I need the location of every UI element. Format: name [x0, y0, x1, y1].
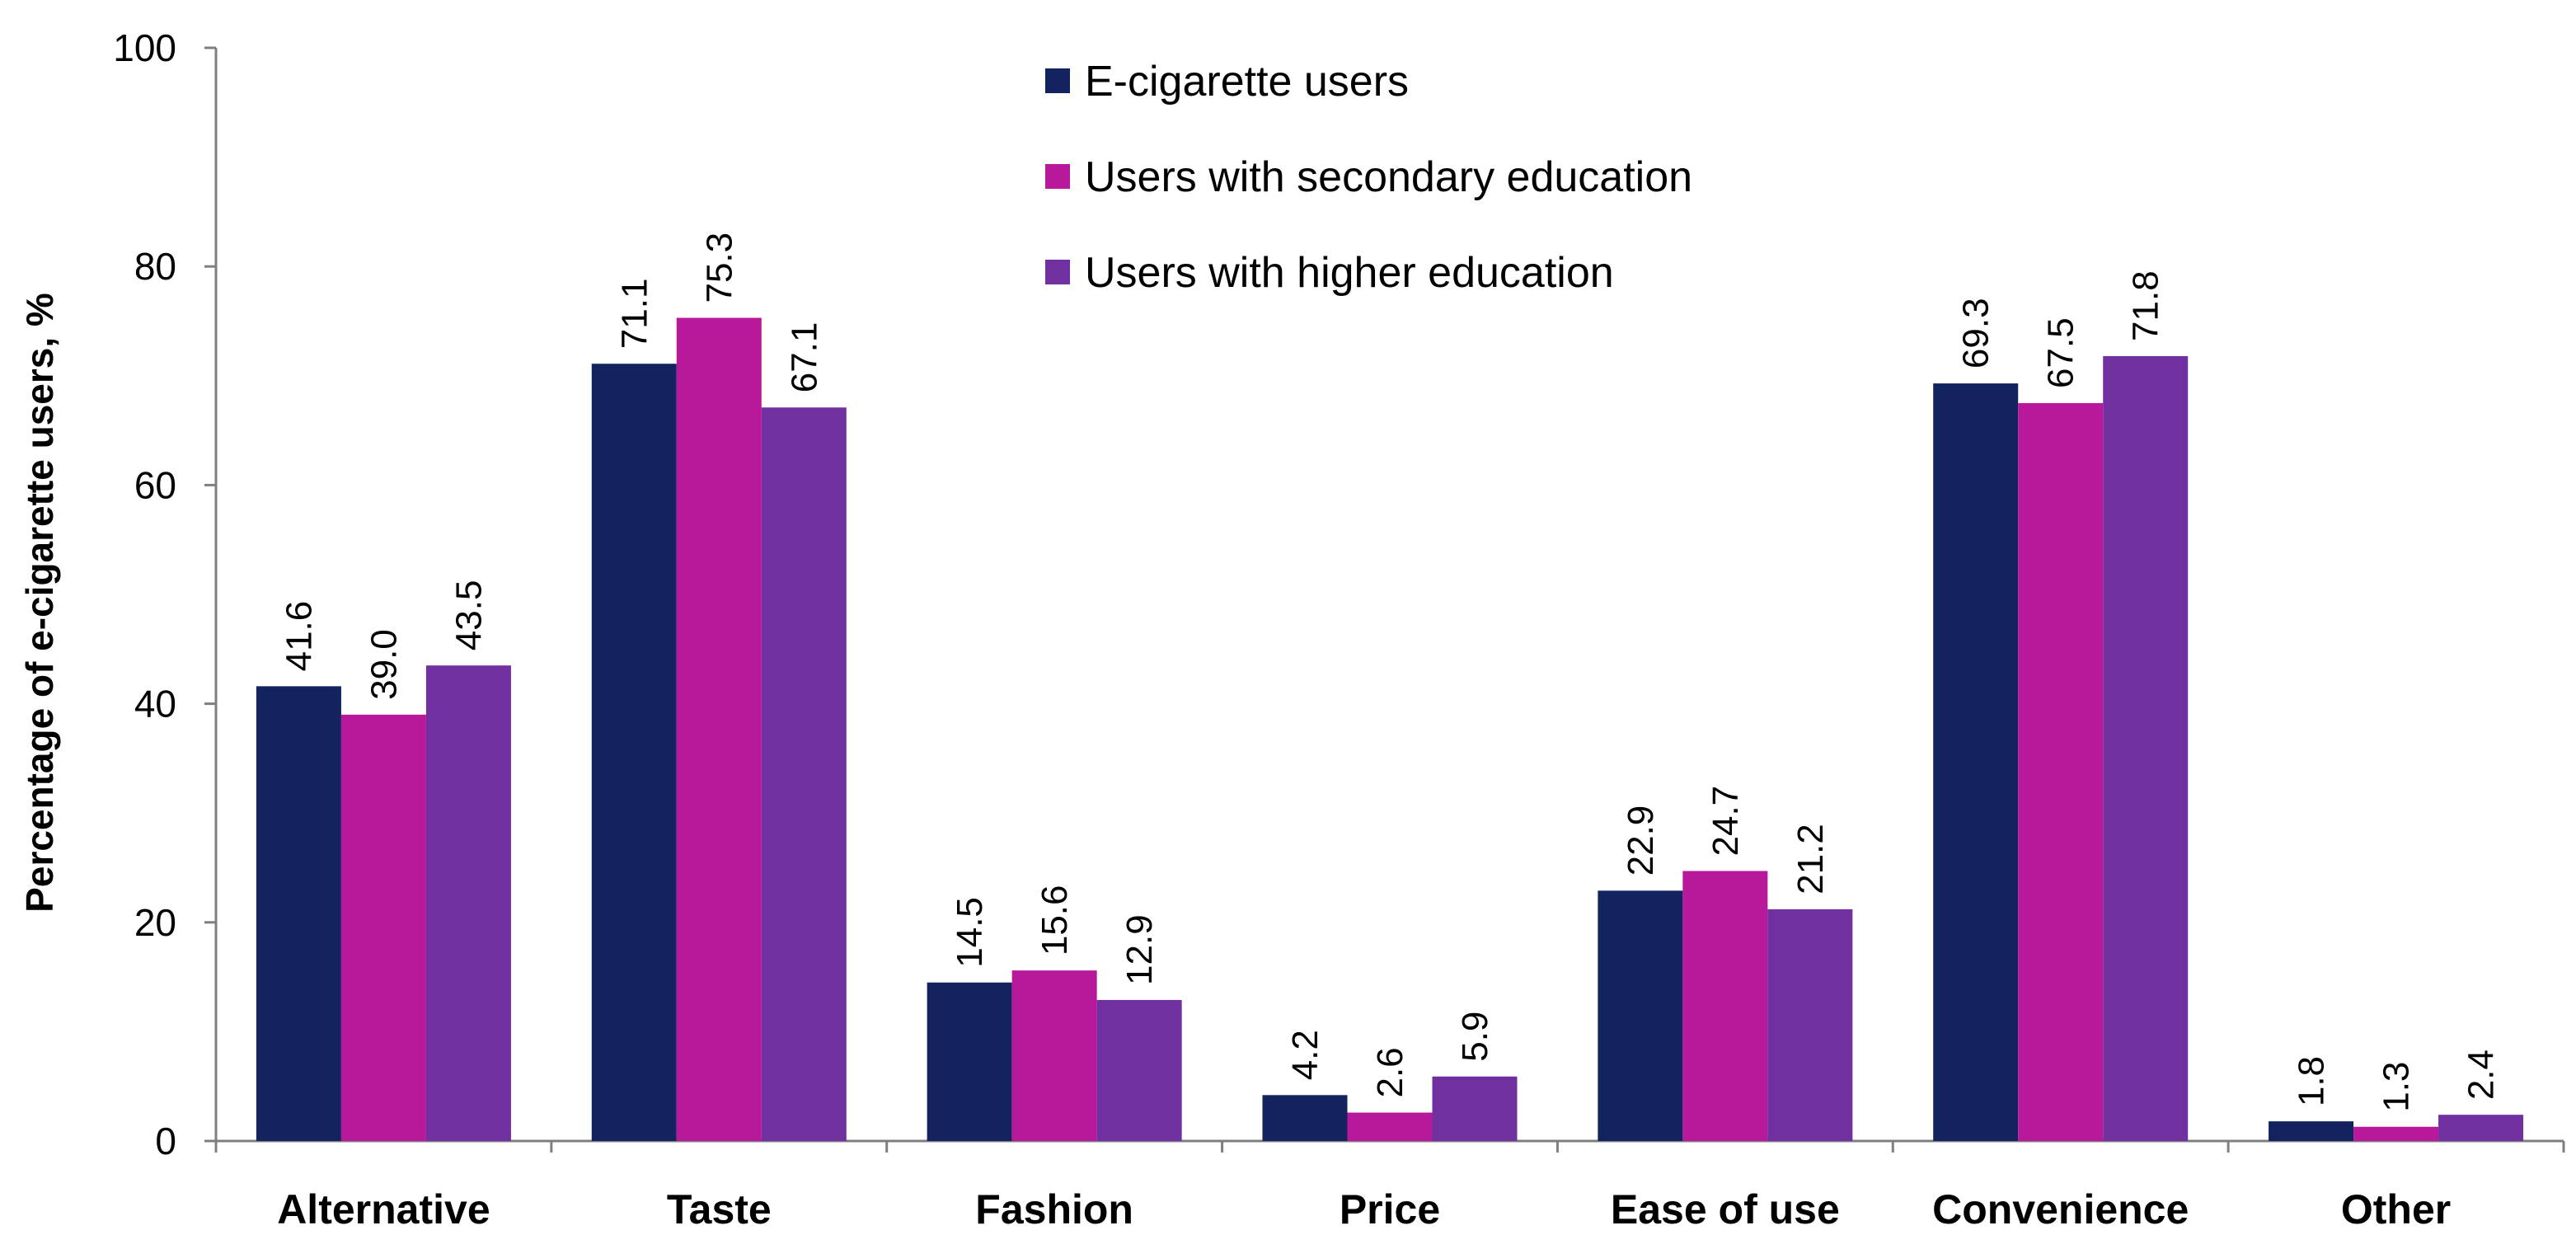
legend-label: E-cigarette users: [1085, 58, 1409, 106]
bar: [1262, 1095, 1348, 1141]
bar: [2438, 1115, 2524, 1141]
data-label: 4.2: [1285, 1030, 1326, 1080]
data-label: 5.9: [1455, 1012, 1495, 1062]
y-tick-label: 20: [134, 901, 176, 944]
bar: [1682, 871, 1768, 1141]
bar: [1096, 999, 1182, 1141]
bar: [1933, 383, 2019, 1141]
x-axis: Alternative Taste Fashion Price Ease of use C…: [214, 1139, 2565, 1233]
data-label: 69.3: [1956, 298, 1997, 369]
bar: [2269, 1121, 2354, 1141]
data-label: 75.3: [699, 232, 739, 303]
x-category-label: Taste: [667, 1186, 772, 1233]
y-axis: 0 20 40 60 80 100: [113, 26, 218, 1162]
data-label: 24.7: [1706, 786, 1746, 857]
data-label: 15.6: [1035, 885, 1075, 956]
legend-swatch: [1045, 260, 1070, 284]
x-category-label: Alternative: [277, 1186, 490, 1233]
y-tick-label: 100: [113, 26, 176, 69]
x-category-label: Convenience: [1932, 1186, 2189, 1233]
y-tick-label: 80: [134, 245, 176, 288]
bar: [256, 686, 341, 1141]
bar: [761, 407, 847, 1141]
bar: [2103, 355, 2189, 1141]
data-label: 12.9: [1119, 914, 1160, 985]
bar: [927, 982, 1012, 1141]
bar: [1347, 1112, 1433, 1141]
data-label: 1.3: [2377, 1062, 2417, 1112]
data-label: 21.2: [1790, 824, 1831, 894]
data-label: 67.5: [2041, 317, 2081, 388]
x-category-label: Other: [2341, 1186, 2451, 1233]
bar: [1598, 890, 1683, 1141]
data-label: 71.8: [2126, 270, 2166, 341]
data-label: 2.4: [2461, 1049, 2502, 1100]
bar: [340, 714, 426, 1141]
bars: [256, 317, 2524, 1142]
legend-swatch: [1045, 164, 1070, 189]
bar: [425, 665, 511, 1141]
data-labels: 41.6 39.0 43.5 71.1 75.3 67.1 14.5 15.6 12.9 4.2 2…: [279, 232, 2501, 1112]
data-label: 14.5: [950, 897, 990, 968]
data-label: 43.5: [448, 580, 489, 651]
bar: [2353, 1126, 2439, 1141]
x-category-label: Ease of use: [1611, 1186, 1840, 1233]
data-label: 2.6: [1370, 1047, 1410, 1097]
bar: [676, 317, 762, 1142]
data-label: 1.8: [2292, 1056, 2332, 1106]
data-label: 71.1: [614, 279, 655, 350]
data-label: 39.0: [364, 629, 404, 700]
y-tick-label: 0: [155, 1120, 176, 1162]
legend-label: Users with higher education: [1085, 249, 1614, 297]
y-tick-label: 60: [134, 463, 176, 506]
legend: E-cigarette users Users with secondary ed…: [1045, 58, 1692, 297]
y-axis-title: Percentage of e-cigarette users, %: [18, 293, 61, 913]
bar: [2018, 402, 2104, 1141]
x-category-label: Fashion: [975, 1186, 1133, 1233]
data-label: 67.1: [784, 322, 824, 393]
data-label: 41.6: [279, 601, 319, 672]
bar: [1767, 909, 1853, 1141]
bar: [591, 364, 677, 1141]
x-category-label: Price: [1340, 1186, 1440, 1233]
legend-swatch: [1045, 68, 1070, 93]
bar: [1432, 1076, 1518, 1141]
data-label: 22.9: [1621, 805, 1661, 876]
legend-label: Users with secondary education: [1085, 153, 1692, 201]
y-tick-label: 40: [134, 683, 176, 725]
bar: [1011, 970, 1097, 1141]
